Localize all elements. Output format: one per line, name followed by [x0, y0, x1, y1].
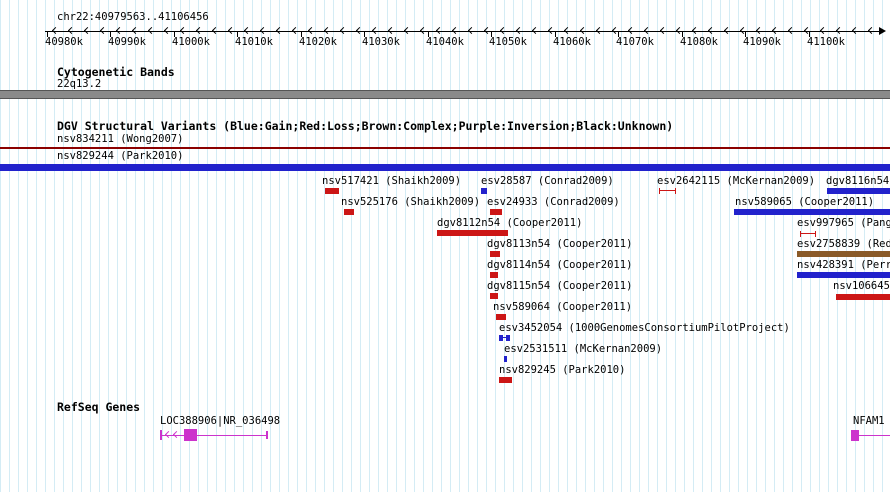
gene-strand-arrow-icon — [164, 430, 173, 439]
ruler-tick-label: 40980k — [45, 36, 83, 48]
variant-label-nsv525176[interactable]: nsv525176 (Shaikh2009) — [341, 196, 481, 208]
variant-label-esv997965[interactable]: esv997965 (Pang2 — [797, 217, 890, 229]
variant-glyph-esv24933[interactable] — [490, 209, 502, 215]
whisker-line — [659, 190, 676, 191]
ruler-tick-label: 41070k — [616, 36, 654, 48]
gene-label[interactable]: NFAM1 — [853, 415, 885, 427]
variant-label-esv24933[interactable]: esv24933 (Conrad2009) — [487, 196, 620, 208]
variant-label-dgv8116n54[interactable]: dgv8116n54 — [826, 175, 890, 187]
ruler-tick — [809, 31, 810, 37]
refseq-section-title: RefSeq Genes — [57, 400, 141, 414]
ruler-tick — [682, 31, 683, 37]
ruler-tick — [301, 31, 302, 37]
pair-box-right — [506, 335, 510, 341]
variant-glyph-esv2531511[interactable] — [504, 356, 507, 362]
ruler-tick-label: 41050k — [489, 36, 527, 48]
ruler-tick — [618, 31, 619, 37]
region-title: chr22:40979563..41106456 — [57, 11, 209, 23]
variant-glyph-esv2758839[interactable] — [797, 251, 890, 257]
variant-label-nsv589064[interactable]: nsv589064 (Cooper2011) — [493, 301, 633, 313]
whisker-right-tick — [815, 231, 816, 237]
variant-label-nsv834211[interactable]: nsv834211 (Wong2007) — [57, 133, 184, 145]
ruler-tick — [364, 31, 365, 37]
variant-label-dgv8113n54[interactable]: dgv8113n54 (Cooper2011) — [487, 238, 633, 250]
variant-glyph-esv2642115[interactable] — [659, 188, 676, 194]
variant-glyph-esv3452054[interactable] — [499, 335, 510, 341]
variant-glyph-nsv589064[interactable] — [496, 314, 506, 320]
ruler-tick-label: 41030k — [362, 36, 400, 48]
ruler-tick-label: 41060k — [553, 36, 591, 48]
ruler-tick-label: 41010k — [235, 36, 273, 48]
gene-strand-arrow-icon — [172, 430, 181, 439]
variant-label-nsv428391[interactable]: nsv428391 (Perr — [797, 259, 890, 271]
variant-label-esv28587[interactable]: esv28587 (Conrad2009) — [481, 175, 614, 187]
ruler-tick-label: 41100k — [807, 36, 845, 48]
ruler-tick — [174, 31, 175, 37]
variant-label-nsv829245[interactable]: nsv829245 (Park2010) — [499, 364, 626, 376]
variant-glyph-dgv8113n54[interactable] — [490, 251, 500, 257]
gene-label[interactable]: LOC388906|NR_036498 — [160, 415, 281, 427]
ruler-tick-label: 41040k — [426, 36, 464, 48]
variant-glyph-dgv8114n54[interactable] — [490, 272, 498, 278]
variant-glyph-dgv8112n54[interactable] — [437, 230, 508, 236]
ruler-tick-label: 41000k — [172, 36, 210, 48]
variant-glyph-dgv8115n54[interactable] — [490, 293, 498, 299]
variant-label-nsv517421[interactable]: nsv517421 (Shaikh2009) — [322, 175, 462, 187]
variant-label-dgv8112n54[interactable]: dgv8112n54 (Cooper2011) — [437, 217, 583, 229]
ruler-tick-label: 41080k — [680, 36, 718, 48]
ruler-tick — [237, 31, 238, 37]
variant-glyph-nsv589065[interactable] — [734, 209, 890, 215]
cytoband-label: 22q13.2 — [57, 78, 102, 90]
ruler-tick — [110, 31, 111, 37]
variant-glyph-nsv1066455[interactable] — [836, 294, 890, 300]
variant-glyph-nsv834211[interactable] — [0, 147, 890, 149]
variant-glyph-nsv829244[interactable] — [0, 164, 890, 171]
variant-glyph-nsv517421[interactable] — [325, 188, 339, 194]
variant-glyph-nsv428391[interactable] — [797, 272, 890, 278]
pair-connector — [499, 337, 510, 338]
ruler-tick-label: 41020k — [299, 36, 337, 48]
variant-glyph-esv28587[interactable] — [481, 188, 487, 194]
variant-label-esv2531511[interactable]: esv2531511 (McKernan2009) — [504, 343, 663, 355]
pair-box-left — [499, 335, 503, 341]
variant-glyph-nsv525176[interactable] — [344, 209, 354, 215]
gene-end-tick — [266, 431, 268, 439]
whisker-line — [800, 233, 816, 234]
gene-intron-line[interactable] — [859, 435, 890, 436]
variant-glyph-nsv829245[interactable] — [499, 377, 512, 383]
gene-intron-line[interactable] — [160, 435, 268, 436]
ruler-tick — [47, 31, 48, 37]
variant-label-nsv829244[interactable]: nsv829244 (Park2010) — [57, 150, 184, 162]
whisker-right-tick — [675, 188, 676, 194]
ruler-tick — [745, 31, 746, 37]
ruler-tick-label: 41090k — [743, 36, 781, 48]
whisker-left-tick — [659, 188, 660, 194]
ruler-right-arrow-icon — [879, 27, 886, 35]
gene-exon[interactable] — [184, 429, 197, 441]
ruler-tick — [428, 31, 429, 37]
variant-label-esv2642115[interactable]: esv2642115 (McKernan2009) — [657, 175, 816, 187]
cytoband-bar[interactable] — [0, 90, 890, 99]
variant-label-esv3452054[interactable]: esv3452054 (1000GenomesConsortiumPilotPr… — [499, 322, 790, 334]
whisker-left-tick — [800, 231, 801, 237]
variant-label-dgv8114n54[interactable]: dgv8114n54 (Cooper2011) — [487, 259, 633, 271]
ruler-tick-label: 40990k — [108, 36, 146, 48]
variant-label-nsv1066455[interactable]: nsv1066455 — [833, 280, 890, 292]
variant-label-dgv8115n54[interactable]: dgv8115n54 (Cooper2011) — [487, 280, 633, 292]
ruler-tick — [491, 31, 492, 37]
gene-exon[interactable] — [851, 430, 859, 441]
dgv-section-title: DGV Structural Variants (Blue:Gain;Red:L… — [57, 119, 674, 133]
variant-label-nsv589065[interactable]: nsv589065 (Cooper2011) — [735, 196, 875, 208]
ruler-tick — [555, 31, 556, 37]
variant-label-esv2758839[interactable]: esv2758839 (Red — [797, 238, 890, 250]
variant-glyph-dgv8116n54[interactable] — [827, 188, 890, 194]
variant-glyph-esv997965[interactable] — [800, 231, 816, 237]
cytoband-section-title: Cytogenetic Bands — [57, 65, 175, 79]
ruler-line — [45, 31, 883, 32]
